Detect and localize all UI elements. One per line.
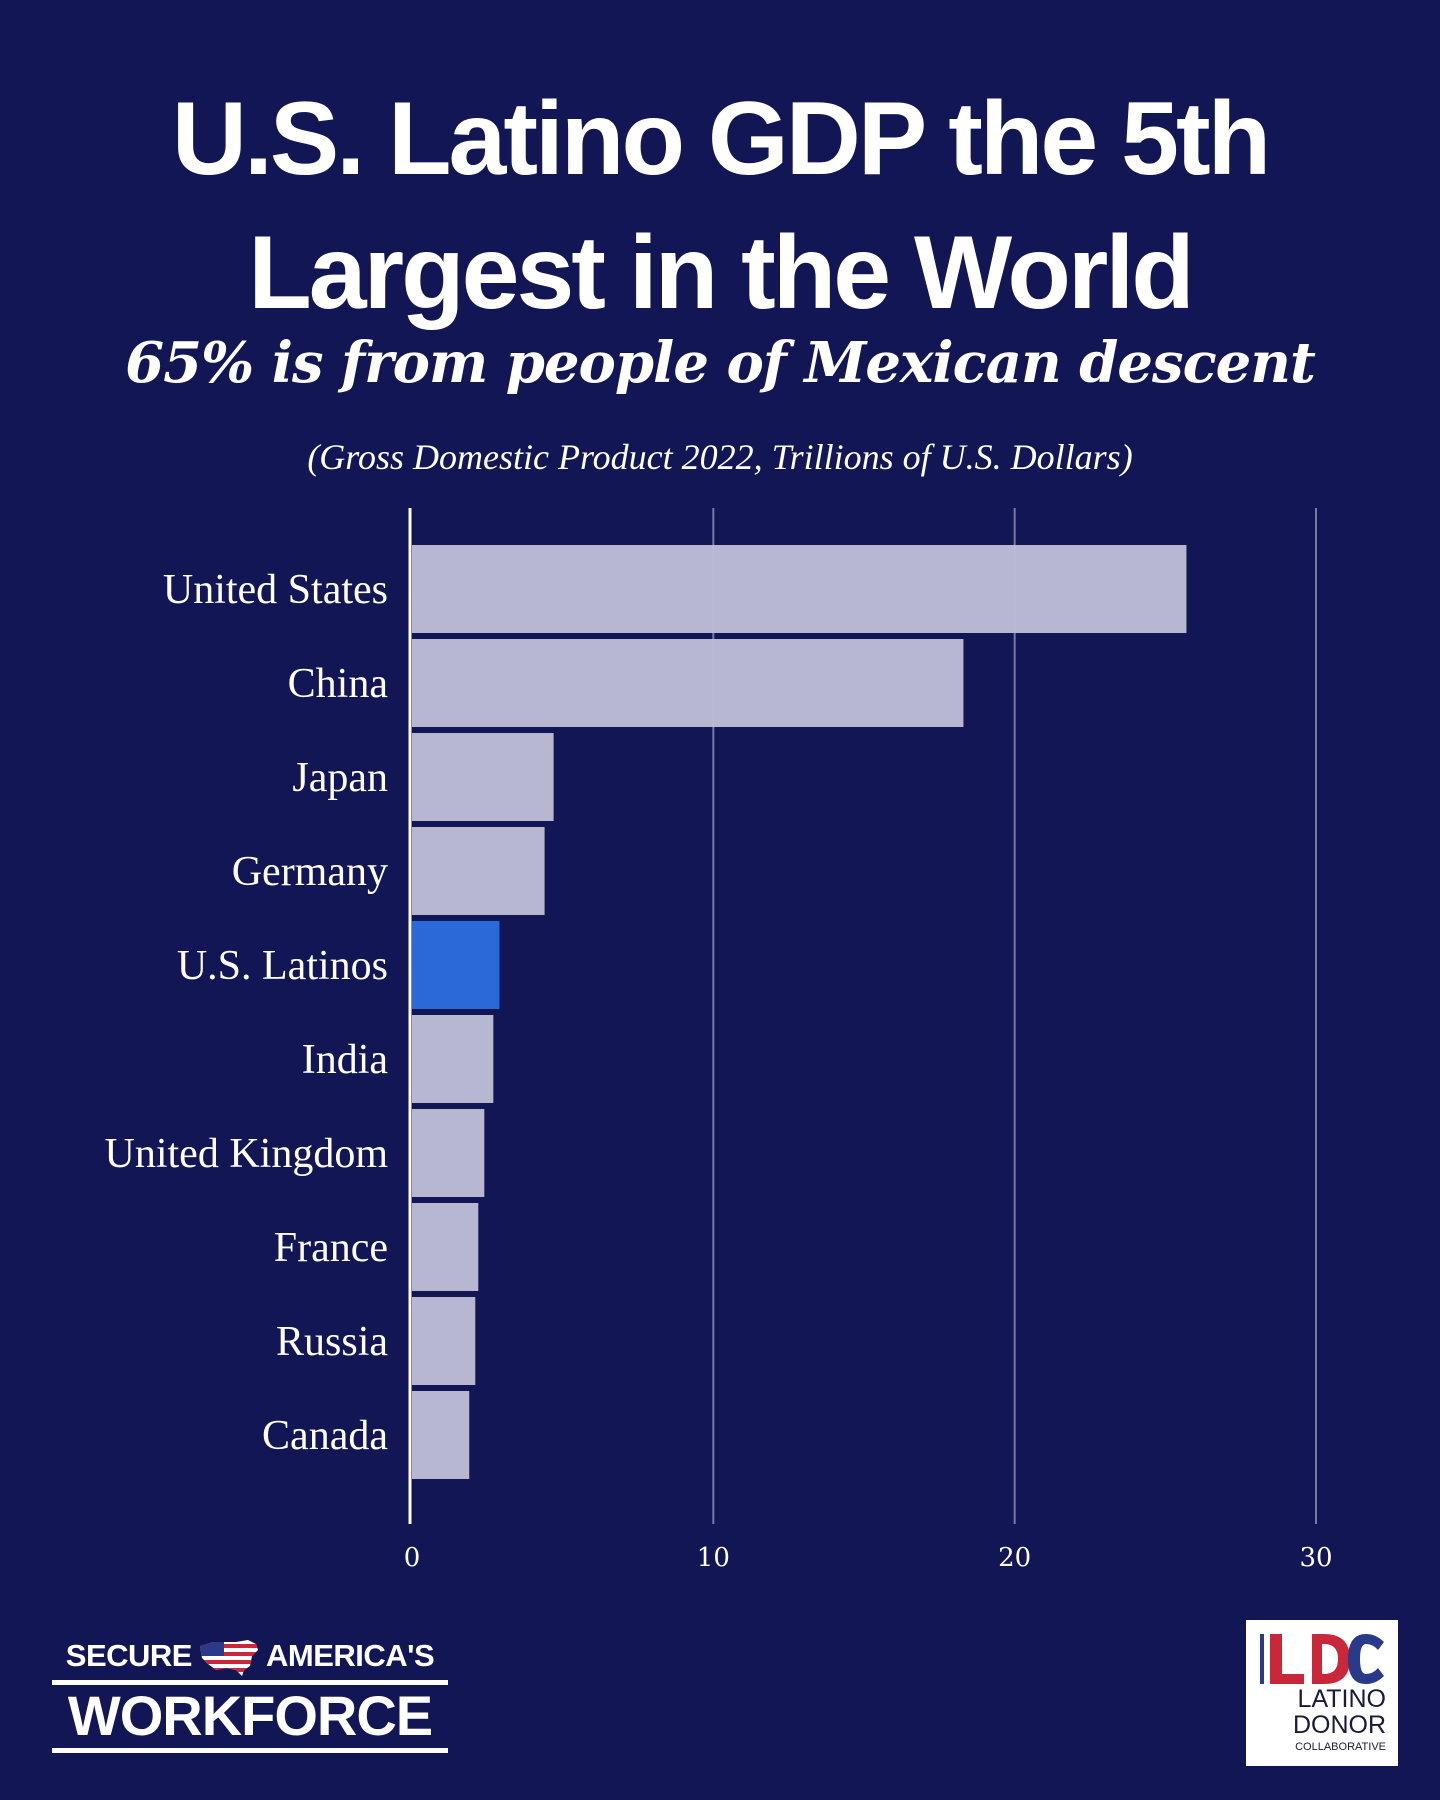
category-label: United States [163,567,388,613]
saw-americas-text: AMERICA'S [265,1638,435,1673]
category-label: Germany [232,849,388,895]
category-label: China [288,661,389,707]
x-tick-label: 20 [998,1543,1031,1573]
category-label: France [274,1225,388,1271]
bar [412,1297,476,1385]
ldc-donor-text: DONOR [1292,1711,1386,1739]
us-flag-map-icon [199,1640,258,1676]
bar [412,827,545,915]
category-label: Japan [292,755,388,801]
saw-bottom-rule [52,1748,448,1753]
x-tick-label: 30 [1299,1543,1332,1573]
latino-donor-collaborative-logo: LATINO DONOR COLLABORATIVE [1246,1620,1398,1766]
secure-americas-workforce-logo: SECURE AMERICA'S WORKFORCE [52,1628,448,1754]
ldc-mark-icon [1260,1634,1384,1684]
chart-subtitle: 65% is from people of Mexican descent [125,330,1316,396]
category-label: U.S. Latinos [177,943,388,989]
bar [412,545,1187,633]
bar [412,1015,494,1103]
category-label: Russia [276,1319,388,1365]
bar [412,1203,479,1291]
saw-top-line: SECURE AMERICA'S [52,1636,448,1676]
x-tick-label: 10 [697,1543,730,1573]
bar-chart: 0 10 20 30 United States China Japan Germany U.S… [105,508,1333,1573]
category-label: India [302,1037,389,1083]
chart-note: (Gross Domestic Product 2022, Trillions … [307,437,1133,477]
bar [412,921,500,1009]
x-tick-label: 0 [404,1543,421,1573]
bar [412,639,964,727]
category-label: Canada [262,1413,388,1459]
chart-title: U.S. Latino GDP the 5th Largest in the W… [171,81,1271,331]
category-label: United Kingdom [105,1131,389,1177]
ldc-collaborative-text: COLLABORATIVE [1295,1741,1386,1753]
bar [412,1391,470,1479]
saw-workforce-text: WORKFORCE [67,1684,433,1747]
saw-secure-text: SECURE [65,1638,193,1673]
saw-top-rule [52,1680,448,1685]
bar [412,733,554,821]
ldc-latino-text: LATINO [1297,1685,1386,1713]
bar [412,1109,485,1197]
